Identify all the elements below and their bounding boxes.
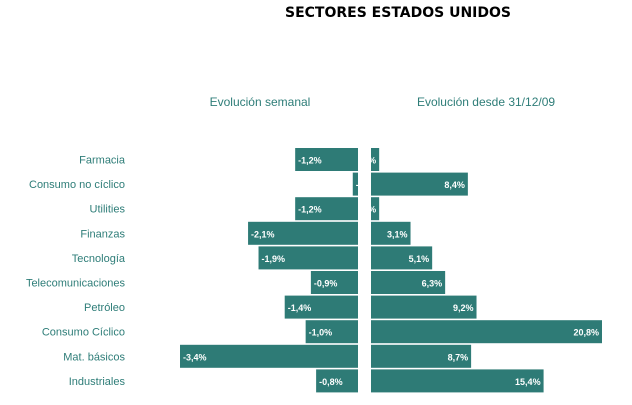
ytd-value-label: 8,7% <box>448 352 469 362</box>
weekly-value-label: -1,2% <box>298 156 322 166</box>
category-label: Telecomunicaciones <box>26 278 126 290</box>
ytd-value-label: 8,4% <box>444 180 465 190</box>
chart-title: SECTORES ESTADOS UNIDOS <box>285 5 511 21</box>
ytd-bar <box>371 197 380 221</box>
category-label: Industriales <box>69 376 126 388</box>
weekly-value-label: -0,9% <box>314 279 338 289</box>
category-label: Finanzas <box>80 228 125 240</box>
weekly-bar <box>248 221 358 245</box>
weekly-value-label: -3,4% <box>183 352 207 362</box>
category-label: Farmacia <box>79 155 126 167</box>
weekly-bar <box>284 295 358 319</box>
category-label: Petróleo <box>84 302 125 314</box>
weekly-bar <box>295 148 358 171</box>
ytd-bar <box>371 344 472 368</box>
ytd-bar <box>371 148 380 171</box>
weekly-value-label: -1,0% <box>309 328 333 338</box>
ytd-bars: % 8,4%% 3,1% 5,1% 6,3% 9,2% 20,8% 8,7% 15,4% <box>368 148 602 393</box>
ytd-value-label: % <box>368 156 376 166</box>
weekly-bar <box>305 320 358 344</box>
weekly-value-label: -0,8% <box>319 377 343 387</box>
ytd-bar <box>371 320 602 344</box>
ytd-bar <box>371 271 446 294</box>
ytd-panel-title: Evolución desde 31/12/09 <box>417 95 555 109</box>
weekly-bar <box>180 344 358 368</box>
ytd-value-label: 9,2% <box>453 303 474 313</box>
ytd-value-label: 20,8% <box>573 328 599 338</box>
weekly-bar <box>316 369 358 393</box>
weekly-bar <box>295 197 358 221</box>
weekly-panel-title: Evolución semanal <box>210 95 311 109</box>
ytd-bar <box>371 369 544 393</box>
weekly-bars: -1,2% -0,1% -1,2% -2,1% -1,9% -0,9% -1,4% -1,0%… <box>180 148 380 393</box>
ytd-value-label: 3,1% <box>387 229 408 239</box>
ytd-bar <box>371 246 433 270</box>
ytd-bar <box>371 172 468 196</box>
ytd-bar <box>371 221 411 245</box>
ytd-bar <box>371 295 477 319</box>
weekly-bar <box>310 271 358 294</box>
ytd-value-label: 15,4% <box>515 377 541 387</box>
weekly-value-label: -0,1% <box>356 180 380 190</box>
weekly-value-label: -1,4% <box>288 303 312 313</box>
ytd-value-label: 5,1% <box>409 254 430 264</box>
weekly-value-label: -1,2% <box>298 205 322 215</box>
category-label: Mat. básicos <box>63 351 125 363</box>
ytd-value-label: 6,3% <box>422 279 443 289</box>
weekly-bar <box>352 172 358 196</box>
category-label: Utilities <box>90 204 126 216</box>
ytd-value-label: % <box>368 205 376 215</box>
category-label: Consumo no cíclico <box>29 179 125 191</box>
weekly-value-label: -2,1% <box>251 229 275 239</box>
category-label: Tecnología <box>72 253 126 265</box>
category-label: Consumo Cíclico <box>42 327 125 339</box>
weekly-value-label: -1,9% <box>262 254 286 264</box>
category-labels: Farmacia Consumo no cíclico Utilities Finan… <box>26 155 126 388</box>
weekly-bar <box>258 246 358 270</box>
